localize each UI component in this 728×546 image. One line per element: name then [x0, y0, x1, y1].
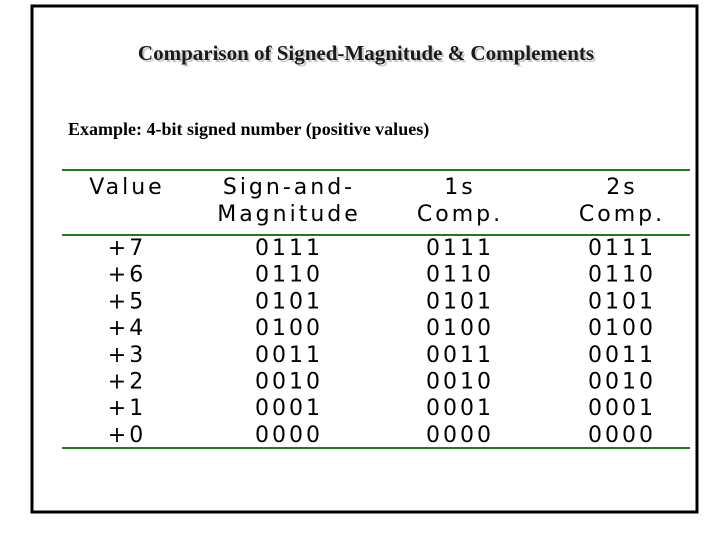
table-cell: 0111 [255, 236, 323, 261]
table-cell: 0010 [588, 370, 656, 395]
table-cell: 0001 [588, 396, 656, 421]
table-cell: 0111 [426, 236, 494, 261]
column-header: Comp. [417, 202, 503, 227]
column-header: 1s [444, 175, 475, 200]
table-cell: 0010 [255, 370, 323, 395]
column-header: Sign-and- [223, 175, 355, 200]
table-cell: 0110 [426, 263, 494, 288]
table-cell: 0001 [426, 396, 494, 421]
table-cell: +7 [108, 236, 146, 261]
table-cell: 0110 [255, 263, 323, 288]
table-cell: 0101 [588, 289, 656, 314]
table-cell: 0101 [255, 289, 323, 314]
table-cell: 0011 [426, 343, 494, 368]
table-cell: 0010 [426, 370, 494, 395]
table-cell: 0100 [255, 316, 323, 341]
table-cell: +2 [108, 370, 146, 395]
slide-frame [30, 4, 699, 514]
table-cell: +4 [108, 316, 146, 341]
table-cell: 0110 [588, 263, 656, 288]
table-cell: +5 [108, 289, 146, 314]
table-cell: +6 [108, 263, 146, 288]
table-cell: 0000 [255, 423, 323, 448]
table-cell: +0 [108, 423, 146, 448]
table-cell: 0100 [426, 316, 494, 341]
column-header: Magnitude [217, 202, 361, 227]
table-cell: 0111 [588, 236, 656, 261]
table-cell: 0000 [426, 423, 494, 448]
table-cell: +3 [108, 343, 146, 368]
column-header: 2s [606, 175, 637, 200]
column-header: Value [89, 175, 164, 200]
column-header: Comp. [579, 202, 665, 227]
table-cell: 0011 [255, 343, 323, 368]
table-cell: 0011 [588, 343, 656, 368]
title-shadow: Comparison of Signed-Magnitude & Complem… [140, 43, 596, 67]
subtitle: Example: 4-bit signed number (positive v… [68, 119, 429, 140]
table-cell: 0001 [255, 396, 323, 421]
table-cell: 0100 [588, 316, 656, 341]
table-cell: 0101 [426, 289, 494, 314]
table-cell: 0000 [588, 423, 656, 448]
title: Comparison of Signed-Magnitude & Complem… [138, 41, 594, 65]
table-cell: +1 [108, 396, 146, 421]
